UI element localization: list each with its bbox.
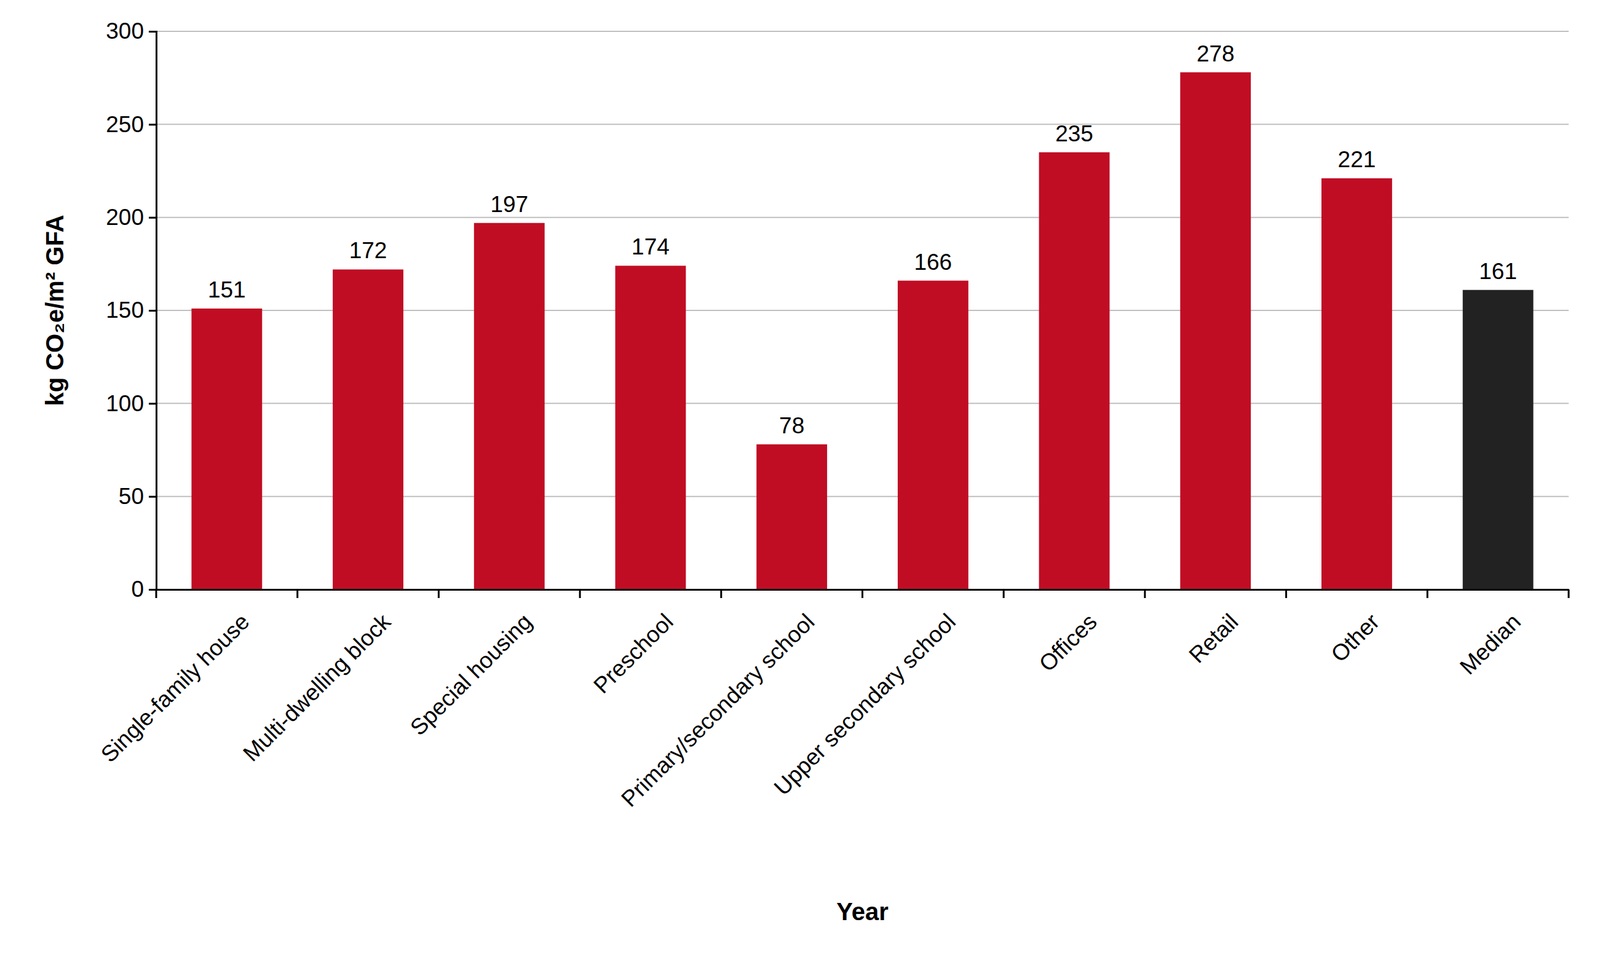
x-tick: Upper secondary school	[769, 589, 961, 801]
y-tick: 100	[105, 391, 157, 417]
category-divider	[1285, 589, 1288, 599]
bar	[474, 223, 545, 590]
y-tick-mark	[148, 496, 157, 499]
x-tick-label: Median	[1454, 609, 1526, 681]
bar	[756, 444, 828, 590]
y-tick: 200	[105, 204, 157, 230]
x-tick-label: Retail	[1184, 609, 1244, 669]
data-label: 78	[779, 413, 805, 439]
data-label: 174	[631, 234, 670, 260]
bar	[1321, 178, 1393, 590]
grid-line	[156, 30, 1569, 32]
x-tick: Median	[1454, 589, 1526, 681]
y-tick-mark	[148, 217, 157, 219]
x-tick: Offices	[1034, 589, 1102, 678]
category-divider	[437, 589, 440, 599]
data-label: 197	[490, 191, 529, 218]
y-axis-title: kg CO₂e/m² GFA	[41, 214, 69, 406]
data-label: 235	[1055, 121, 1094, 147]
category-divider	[1568, 589, 1570, 599]
data-label: 166	[913, 249, 952, 275]
data-label: 161	[1478, 258, 1517, 285]
data-label: 278	[1196, 41, 1235, 67]
plot: 151 172 197 174 78 166 235 278 221 161 0 50 100 150 20…	[95, 18, 1569, 812]
bar	[1462, 290, 1534, 590]
x-tick: Preschool	[588, 589, 678, 699]
category-divider	[720, 589, 722, 599]
y-tick-label: 50	[118, 483, 144, 510]
y-tick-mark	[148, 589, 157, 591]
x-axis: Single-family houseMulti-dwelling blockS…	[95, 589, 1569, 813]
bar	[1180, 72, 1251, 590]
grid-line	[156, 123, 1569, 125]
x-tick-label: Preschool	[588, 609, 678, 699]
x-tick-label: Offices	[1034, 609, 1102, 678]
y-tick: 300	[105, 18, 157, 44]
y-tick: 150	[105, 297, 157, 323]
y-tick-label: 250	[105, 111, 144, 138]
y-tick-mark	[148, 309, 157, 312]
bar	[191, 308, 262, 590]
grid	[156, 31, 1569, 590]
x-tick-label: Other	[1326, 609, 1385, 668]
y-axis: 0 50 100 150 200 250 300	[105, 18, 157, 602]
x-tick: Other	[1326, 589, 1385, 668]
x-axis-title: Year	[836, 898, 889, 926]
category-divider	[861, 589, 864, 599]
y-tick-mark	[148, 402, 157, 405]
y-tick: 250	[105, 111, 157, 138]
y-axis-line	[148, 31, 157, 591]
x-tick: Special housing	[405, 589, 537, 741]
y-tick-label: 150	[105, 297, 144, 323]
bar	[1039, 152, 1110, 590]
data-labels: 151 172 197 174 78 166 235 278 221 161	[207, 41, 1517, 439]
x-tick-label: Special housing	[405, 609, 537, 741]
chart: 151 172 197 174 78 166 235 278 221 161 0 50 100 150 20…	[0, 0, 1600, 965]
data-label: 221	[1338, 146, 1377, 173]
category-divider	[155, 589, 158, 599]
y-tick-mark	[148, 30, 157, 33]
y-tick: 0	[130, 576, 157, 602]
x-tick: Single-family house	[95, 589, 254, 768]
x-tick-label: Single-family house	[95, 609, 254, 768]
x-tick: Multi-dwelling block	[237, 589, 396, 767]
y-tick-label: 0	[130, 576, 144, 602]
category-divider	[1143, 589, 1146, 599]
bars	[191, 72, 1533, 590]
category-divider	[1426, 589, 1429, 599]
y-tick: 50	[118, 483, 157, 510]
x-tick-label: Upper secondary school	[769, 609, 961, 801]
y-tick-label: 200	[105, 204, 144, 230]
category-divider	[579, 589, 582, 599]
bar	[615, 265, 687, 590]
y-tick-label: 100	[105, 391, 144, 417]
x-tick-label: Multi-dwelling block	[237, 608, 396, 767]
y-tick-label: 300	[105, 18, 144, 44]
bar	[897, 281, 969, 590]
data-label: 151	[207, 277, 246, 303]
category-dividers	[156, 589, 1569, 599]
category-divider	[1002, 589, 1005, 599]
data-label: 172	[349, 237, 388, 264]
bar	[332, 269, 404, 590]
x-tick: Retail	[1184, 589, 1244, 669]
category-divider	[296, 589, 299, 599]
y-tick-mark	[148, 123, 157, 126]
